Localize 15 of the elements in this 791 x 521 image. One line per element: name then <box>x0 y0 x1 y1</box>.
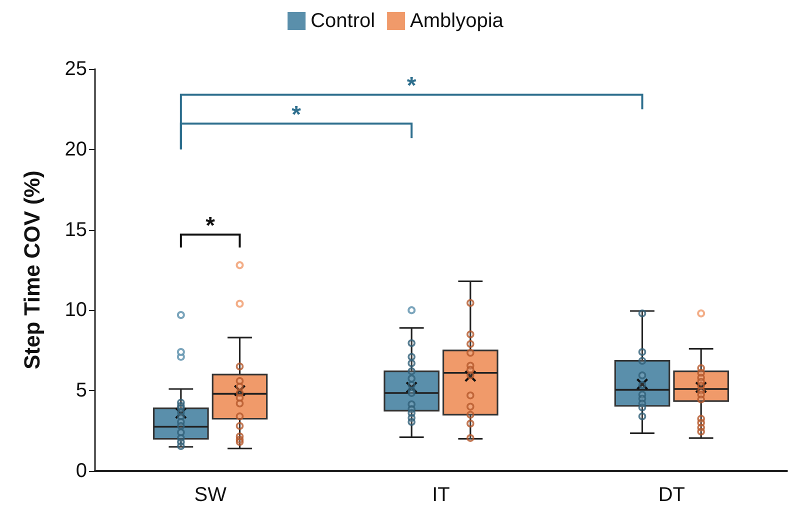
x-tick-label: DT <box>658 484 686 506</box>
y-tick-label: 0 <box>76 460 87 482</box>
y-tick-label: 10 <box>64 299 87 322</box>
y-axis-title: Step Time COV (%) <box>20 170 44 370</box>
y-tick-label: 5 <box>76 380 87 402</box>
x-tick-label: IT <box>432 484 450 506</box>
annotation: * <box>406 72 417 100</box>
legend-label: Amblyopia <box>410 10 504 32</box>
y-tick-label: 20 <box>64 138 87 160</box>
annotation: * <box>206 212 216 240</box>
y-tick-label: 15 <box>64 218 87 241</box>
annotation: * <box>292 102 302 129</box>
y-tick-label: 25 <box>64 58 87 80</box>
x-tick-label: SW <box>194 484 227 506</box>
legend-label: Control <box>310 10 376 32</box>
